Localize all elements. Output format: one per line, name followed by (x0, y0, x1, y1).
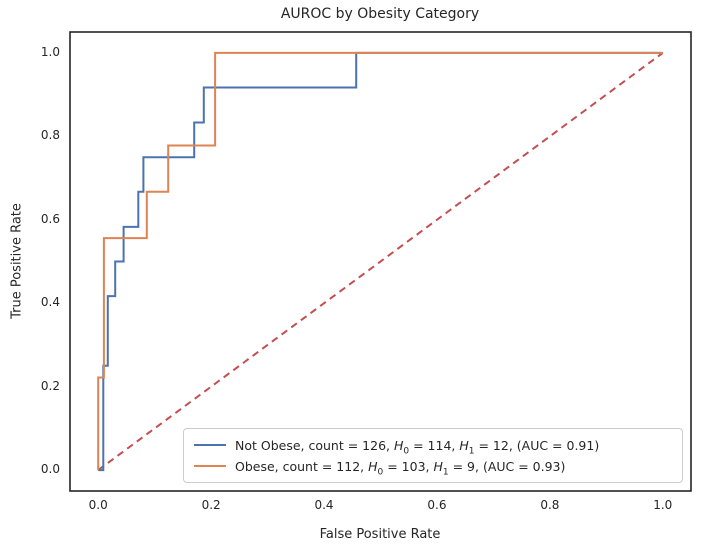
roc-curves-group (97, 51, 664, 472)
x-axis-label: False Positive Rate (319, 527, 441, 542)
legend-line-sample (194, 465, 226, 467)
legend-label: Not Obese, count = 126, H0 = 114, H1 = 1… (235, 437, 600, 456)
chart-title: AUROC by Obesity Category (280, 6, 480, 22)
chance-diagonal-line (97, 52, 664, 471)
y-tick-label: 0.6 (40, 211, 60, 226)
x-tick-label: 0.4 (314, 498, 334, 512)
y-tick-label: 0.8 (40, 128, 60, 143)
y-tick-label: 0.2 (40, 378, 60, 393)
y-tick-label: 0.4 (40, 295, 60, 310)
obese-roc-line (97, 51, 663, 471)
legend-line-sample (194, 444, 226, 446)
x-tick-label: 0.0 (88, 498, 108, 512)
legend-box: Not Obese, count = 126, H0 = 114, H1 = 1… (183, 428, 683, 483)
axes-spines (69, 31, 692, 492)
x-tick-label: 1.0 (653, 498, 673, 512)
legend-label: Obese, count = 112, H0 = 103, H1 = 9, (A… (235, 458, 566, 477)
x-tick-label: 0.8 (540, 498, 560, 512)
x-tick-label: 0.6 (427, 498, 447, 512)
y-tick-label: 0.0 (40, 462, 60, 477)
legend-item-not-obese-roc: Not Obese, count = 126, H0 = 114, H1 = 1… (194, 435, 674, 456)
x-tick-label: 0.2 (201, 498, 221, 512)
legend-item-obese-roc: Obese, count = 112, H0 = 103, H1 = 9, (A… (194, 456, 674, 477)
legend-items: Not Obese, count = 126, H0 = 114, H1 = 1… (194, 435, 674, 477)
not-obese-roc-line (98, 51, 663, 472)
y-tick-label: 1.0 (40, 44, 60, 59)
